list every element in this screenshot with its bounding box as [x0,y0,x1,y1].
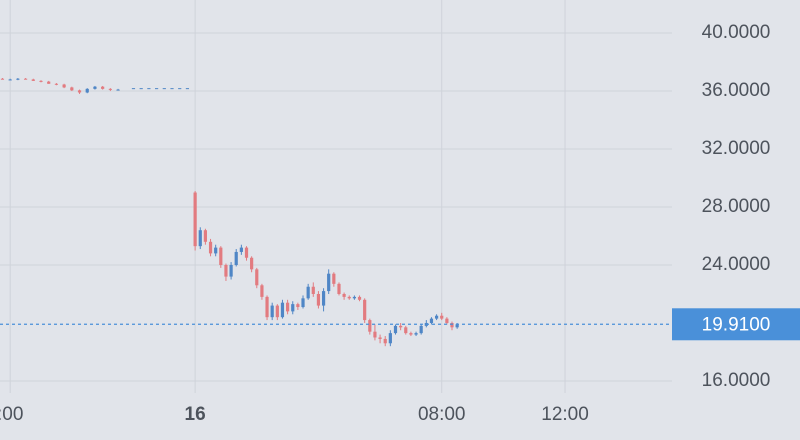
candle-body [8,79,12,81]
candle-body [229,264,233,277]
candle-body [260,285,264,297]
candle-body [270,305,274,318]
candle-body [219,247,223,265]
candle-body [131,88,136,90]
candle-body [203,230,207,242]
candle-body [0,78,5,80]
candle-body [224,264,228,277]
candle-body [116,89,120,91]
candle-body [54,83,59,85]
candle-body [383,338,387,344]
candle-body [31,79,35,81]
candle-body [450,322,454,328]
candle-body [250,257,254,270]
candle-body [170,88,174,90]
last-price-box [672,308,800,341]
x-tick-label: 08:00 [418,404,466,425]
candle-body [337,283,341,294]
candle-body [434,315,439,319]
candle-body [193,192,197,247]
candle-body [154,88,159,90]
candle-body [239,247,243,252]
candle-body [108,88,112,90]
candle-body [332,273,336,284]
candle-body [101,86,105,89]
candle-body [265,296,269,318]
candle-body [47,81,51,84]
candle-body [147,88,151,90]
candle-body [162,88,166,90]
candle-body [70,87,74,91]
candle-body [311,286,315,294]
candle-body [440,315,444,319]
candle-body [77,90,82,93]
candle-body [429,318,434,323]
candle-body [404,327,408,334]
candle-body [342,293,346,297]
candle-body [93,86,97,89]
candle-body [363,299,367,321]
candle-body [419,325,423,334]
candle-body [23,78,28,80]
last-price-label: 19.9100 [702,314,771,335]
candle-body [378,337,382,339]
candle-body [301,298,305,308]
candle-body [244,247,249,258]
candle-body [393,325,398,334]
candle-body [357,296,362,300]
candle-body [178,88,182,90]
x-tick-label: :00 [0,404,23,425]
x-tick-label: 16 [185,404,206,425]
candle-body [275,305,279,318]
y-tick-label: 24.0000 [702,254,771,275]
candle-body [85,88,89,93]
candle-body [347,296,351,299]
y-tick-label: 40.0000 [702,22,771,43]
candle-body [399,325,403,328]
candle-body [388,333,392,344]
candle-body [352,296,357,299]
candle-body [62,84,66,88]
candle-body [234,251,238,265]
y-tick-label: 32.0000 [702,138,771,159]
candle-body [185,88,190,90]
candle-body [198,230,202,247]
candle-body [373,331,377,338]
candle-body [16,78,20,80]
candle-body [409,333,413,335]
candle-body [321,291,326,306]
candle-body [208,241,213,254]
candle-body [291,304,295,312]
candle-body [280,302,285,318]
candle-body [327,273,331,292]
y-tick-label: 16.0000 [702,370,771,391]
candle-body [455,324,459,328]
candle-body [306,286,310,299]
candle-body [255,269,259,286]
x-tick-label: 12:00 [541,404,589,425]
candle-body [414,333,418,335]
candle-body [214,247,218,254]
y-tick-label: 28.0000 [702,196,771,217]
y-tick-label: 36.0000 [702,80,771,101]
candle-body [39,80,43,82]
candle-body [286,302,290,312]
candle-body [139,88,143,90]
candle-body [445,318,449,323]
candle-body [368,320,372,332]
candle-body [316,293,321,306]
candle-body [296,304,300,308]
